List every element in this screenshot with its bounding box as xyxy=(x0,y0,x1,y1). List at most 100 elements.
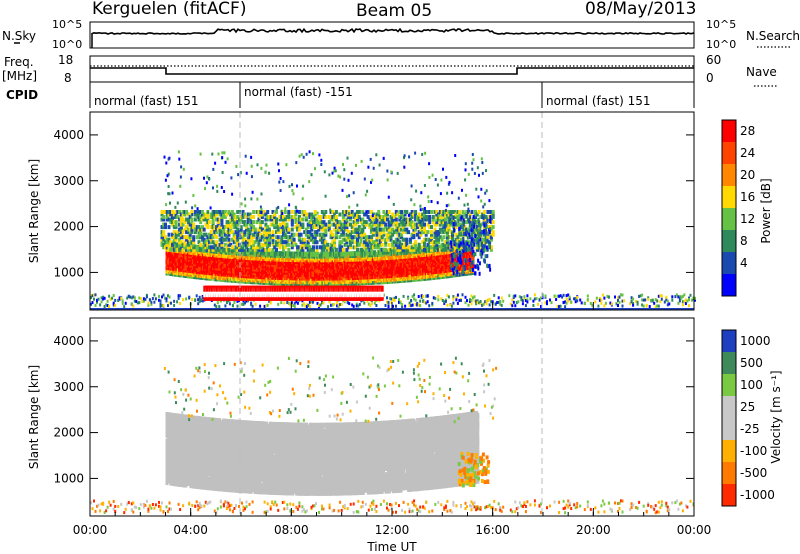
power-cell xyxy=(559,304,562,308)
power-cell xyxy=(348,302,351,305)
power-cell xyxy=(488,303,491,307)
power-cell xyxy=(540,296,542,300)
power-cell xyxy=(153,300,156,304)
power-cell xyxy=(106,304,109,307)
power-cell xyxy=(615,302,618,306)
power-cell xyxy=(331,303,334,307)
power-cell xyxy=(500,303,503,307)
power-cell xyxy=(470,294,473,298)
power-cell xyxy=(437,298,440,302)
power-cell xyxy=(357,304,360,308)
power-cell xyxy=(639,294,642,298)
power-cell xyxy=(198,300,201,304)
power-cell xyxy=(301,303,304,307)
power-cell xyxy=(96,300,98,304)
power-cell xyxy=(546,302,548,306)
power-cell xyxy=(694,298,696,302)
power-cell xyxy=(597,304,600,308)
power-cell xyxy=(386,296,388,300)
power-cell xyxy=(524,299,527,302)
power-cell xyxy=(96,298,98,302)
power-cell xyxy=(450,304,453,308)
power-cell xyxy=(411,294,414,298)
power-cell xyxy=(216,301,219,305)
power-cell xyxy=(99,303,102,307)
power-cell xyxy=(540,305,542,308)
power-cell xyxy=(250,303,253,307)
power-cell xyxy=(600,301,603,305)
power-cell xyxy=(254,302,257,306)
power-cell xyxy=(416,301,419,305)
power-cell xyxy=(657,304,660,308)
power-cell xyxy=(369,304,372,308)
power-cell xyxy=(651,299,654,303)
power-cell xyxy=(395,295,397,299)
power-cell xyxy=(665,298,668,302)
power-cell xyxy=(488,297,491,301)
power-cell xyxy=(375,304,378,307)
power-cell xyxy=(159,302,162,306)
power-cell xyxy=(537,302,539,306)
power-cell xyxy=(135,300,138,303)
power-cell xyxy=(490,300,493,304)
power-cell xyxy=(263,304,266,308)
power-cell xyxy=(574,300,577,304)
power-cell xyxy=(653,301,656,305)
power-cell xyxy=(191,297,194,301)
power-cell xyxy=(224,304,227,308)
power-cell xyxy=(428,304,431,308)
power-cell xyxy=(90,302,92,306)
power-cell xyxy=(188,295,191,299)
power-cell xyxy=(579,298,582,302)
power-cell xyxy=(467,303,470,307)
power-cell xyxy=(656,299,659,303)
power-cell xyxy=(681,294,684,298)
power-cell xyxy=(493,293,496,297)
power-cell xyxy=(410,299,413,302)
power-cell xyxy=(363,301,366,305)
power-cell xyxy=(475,302,478,306)
power-cell xyxy=(94,293,97,297)
power-cell xyxy=(168,301,171,305)
power-cell xyxy=(583,302,586,306)
power-cell xyxy=(479,301,482,305)
power-cell xyxy=(398,300,400,304)
power-cell xyxy=(218,305,221,308)
power-cell xyxy=(567,293,570,297)
power-cell xyxy=(346,251,350,257)
power-cell xyxy=(422,294,425,298)
power-cell xyxy=(198,298,201,302)
power-cell xyxy=(295,300,298,304)
power-cell xyxy=(293,305,296,308)
power-cell xyxy=(399,301,402,305)
power-cell xyxy=(508,294,511,298)
freq-trace xyxy=(90,67,694,75)
power-cell xyxy=(382,293,385,297)
power-cell xyxy=(472,296,474,300)
power-cell xyxy=(91,294,94,298)
power-cell xyxy=(660,294,663,298)
power-cell xyxy=(444,299,447,303)
power-cell xyxy=(671,295,674,299)
power-cell xyxy=(236,299,239,303)
power-cell xyxy=(681,300,684,304)
power-cell xyxy=(118,297,121,301)
power-cell xyxy=(165,297,168,301)
power-cell xyxy=(556,304,559,308)
power-heatmap-cells xyxy=(90,150,696,309)
power-cell xyxy=(476,299,479,303)
power-cell xyxy=(90,296,92,299)
power-cell xyxy=(556,294,559,298)
power-cell xyxy=(370,302,373,305)
freq-label: Freq. xyxy=(4,55,34,69)
power-cell xyxy=(129,295,132,299)
power-cell xyxy=(562,293,565,297)
power-cell xyxy=(287,301,290,305)
power-cell xyxy=(607,295,610,299)
cpid-segment-2: normal (fast) -151 xyxy=(244,85,353,99)
date-title: 08/May/2013 xyxy=(585,0,697,19)
power-cell xyxy=(559,294,562,298)
power-cell xyxy=(93,297,95,301)
power-cell xyxy=(532,299,535,303)
power-cell xyxy=(355,302,358,306)
